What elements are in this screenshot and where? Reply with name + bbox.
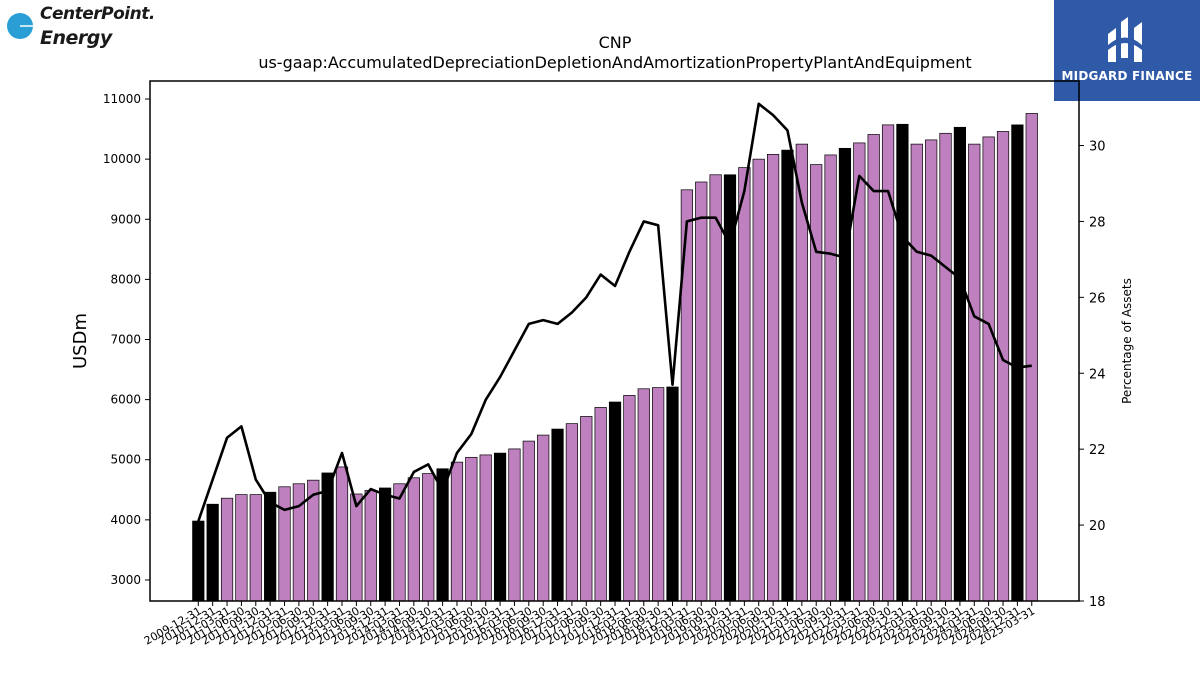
- bar: [982, 136, 995, 602]
- bar: [407, 477, 420, 602]
- bar: [824, 154, 837, 602]
- bar: [508, 448, 521, 602]
- y-tick-label: 4000: [110, 513, 141, 527]
- bar: [810, 164, 823, 602]
- bar: [249, 494, 262, 602]
- bar: [264, 491, 277, 602]
- bar: [766, 153, 780, 602]
- y-tick-label: 5000: [110, 453, 141, 467]
- bar: [752, 158, 765, 602]
- y-tick-label: 7000: [110, 332, 141, 346]
- bar: [652, 387, 665, 602]
- bar: [910, 143, 923, 602]
- bar: [335, 466, 349, 602]
- bar: [838, 147, 852, 602]
- y2-axis-label: Percentage of Assets: [1120, 278, 1134, 404]
- chart-title: CNP: [599, 33, 632, 52]
- midgard-logo: MIDGARD FINANCE: [1054, 0, 1200, 101]
- y2-tick-label: 26: [1089, 291, 1106, 306]
- bar: [896, 123, 909, 602]
- centerpoint-logo: CenterPoint. Energy: [4, 4, 155, 54]
- bar: [479, 454, 492, 602]
- bar: [551, 428, 564, 602]
- centerpoint-dot-icon: [7, 13, 36, 39]
- y-tick-label: 11000: [103, 92, 141, 106]
- bar: [350, 493, 363, 602]
- y2-tick-label: 28: [1089, 215, 1106, 230]
- bar: [192, 520, 205, 602]
- y-axis-label: USDm: [70, 313, 91, 369]
- bar: [450, 461, 464, 602]
- y2-tick-label: 22: [1089, 443, 1106, 458]
- y-tick-label: 6000: [110, 393, 141, 407]
- bar: [235, 494, 248, 602]
- bar: [953, 126, 967, 602]
- bar: [465, 456, 478, 602]
- bar: [881, 124, 895, 602]
- bar: [278, 486, 291, 602]
- midgard-mark-icon: [1108, 17, 1142, 62]
- bar: [522, 440, 535, 602]
- logo-line1: CenterPoint.: [40, 4, 155, 24]
- bar: [379, 487, 392, 602]
- y2-tick-label: 20: [1089, 519, 1106, 534]
- bar: [206, 503, 219, 602]
- y2-tick-label: 18: [1089, 595, 1106, 610]
- bar: [364, 490, 377, 602]
- y-tick-label: 8000: [110, 272, 141, 286]
- y-tick-label: 9000: [110, 212, 141, 226]
- logo-line2: Energy: [40, 27, 112, 49]
- bar: [422, 473, 435, 602]
- bar: [666, 386, 679, 602]
- bar: [867, 134, 880, 602]
- y-tick-label: 3000: [110, 573, 141, 587]
- bar: [680, 189, 693, 602]
- bar: [594, 407, 607, 602]
- bar: [996, 131, 1010, 602]
- bar: [537, 434, 550, 602]
- bar: [608, 401, 622, 602]
- bar: [637, 388, 650, 602]
- bar: [853, 142, 866, 602]
- series-line: [197, 102, 1032, 522]
- bar: [709, 174, 722, 602]
- bar: [695, 181, 708, 602]
- bar: [220, 497, 234, 602]
- y2-tick-label: 30: [1089, 140, 1106, 155]
- plot-frame: [149, 80, 1080, 602]
- bar: [968, 143, 981, 602]
- bar: [493, 452, 507, 602]
- bar: [393, 483, 406, 602]
- y2-tick-label: 24: [1089, 367, 1106, 382]
- bar: [1025, 113, 1038, 602]
- bar: [623, 395, 636, 602]
- bar: [1011, 124, 1024, 602]
- plot-area: 3000 4000 5000 6000 7000 8000 9000 10000 11000 18…: [103, 80, 1106, 648]
- bar: [738, 167, 751, 602]
- chart-subtitle: us-gaap:AccumulatedDepreciationDepletion…: [258, 53, 971, 72]
- bar: [939, 132, 952, 602]
- bar: [580, 416, 593, 602]
- bar: [565, 423, 579, 602]
- midgard-logo-text: MIDGARD FINANCE: [1061, 69, 1193, 83]
- y-tick-label: 10000: [103, 152, 141, 166]
- bar: [925, 139, 938, 602]
- bar: [781, 149, 794, 602]
